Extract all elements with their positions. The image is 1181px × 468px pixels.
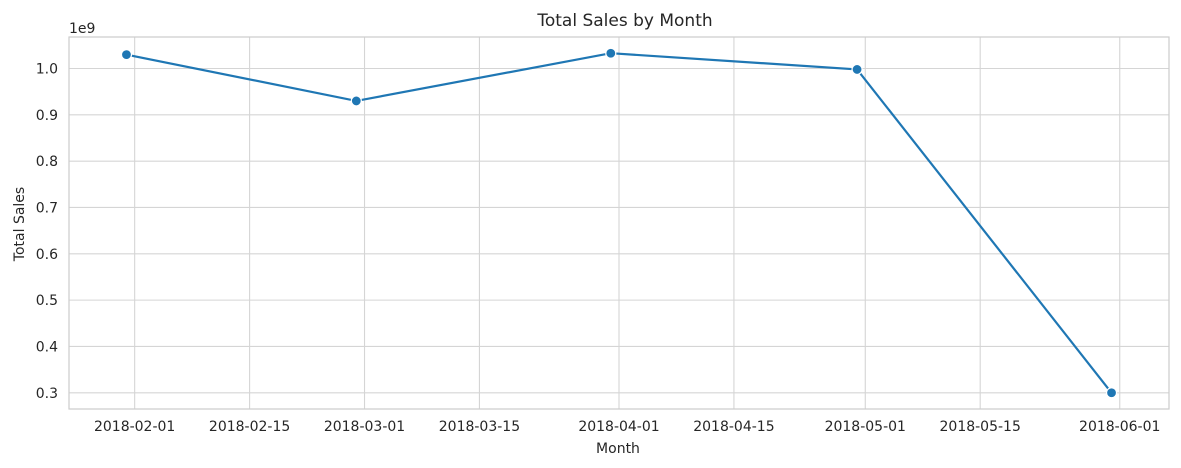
x-tick-labels: 2018-02-01 2018-02-15 2018-03-01 2018-03-15… — [94, 419, 1160, 435]
x-tick-label: 2018-05-15 — [940, 419, 1021, 435]
y-tick-label: 0.4 — [36, 339, 58, 355]
y-tick-label: 0.8 — [36, 154, 58, 170]
data-point — [605, 47, 617, 59]
x-tick-label: 2018-03-01 — [324, 419, 405, 435]
data-point — [1105, 387, 1118, 399]
x-axis-title: Month — [596, 441, 640, 457]
y-tick-label: 0.7 — [36, 200, 58, 216]
y-axis-title: Total Sales — [12, 187, 28, 262]
x-tick-label: 2018-04-01 — [578, 419, 659, 435]
y-tick-label: 0.5 — [36, 293, 58, 309]
x-tick-label: 2018-03-15 — [439, 419, 520, 435]
y-tick-labels: 0.3 0.4 0.5 0.6 0.7 0.8 0.9 1.0 — [36, 62, 58, 402]
x-tick-label: 2018-04-15 — [693, 419, 774, 435]
x-tick-label: 2018-02-01 — [94, 419, 175, 435]
y-tick-label: 0.3 — [36, 386, 58, 402]
x-tick-label: 2018-05-01 — [825, 419, 906, 435]
x-tick-label: 2018-06-01 — [1079, 419, 1160, 435]
plot-frame — [68, 36, 1170, 410]
grid — [69, 37, 1169, 409]
y-tick-label: 0.9 — [36, 108, 58, 124]
x-tick-label: 2018-02-15 — [209, 419, 290, 435]
data-point — [350, 95, 362, 107]
y-tick-label: 1.0 — [36, 62, 58, 78]
chart-title: Total Sales by Month — [536, 11, 712, 31]
y-tick-label: 0.6 — [36, 247, 58, 263]
data-point — [120, 49, 133, 61]
series-points — [120, 47, 1118, 399]
data-point — [851, 63, 863, 76]
y-multiplier-label: 1e9 — [69, 21, 95, 37]
